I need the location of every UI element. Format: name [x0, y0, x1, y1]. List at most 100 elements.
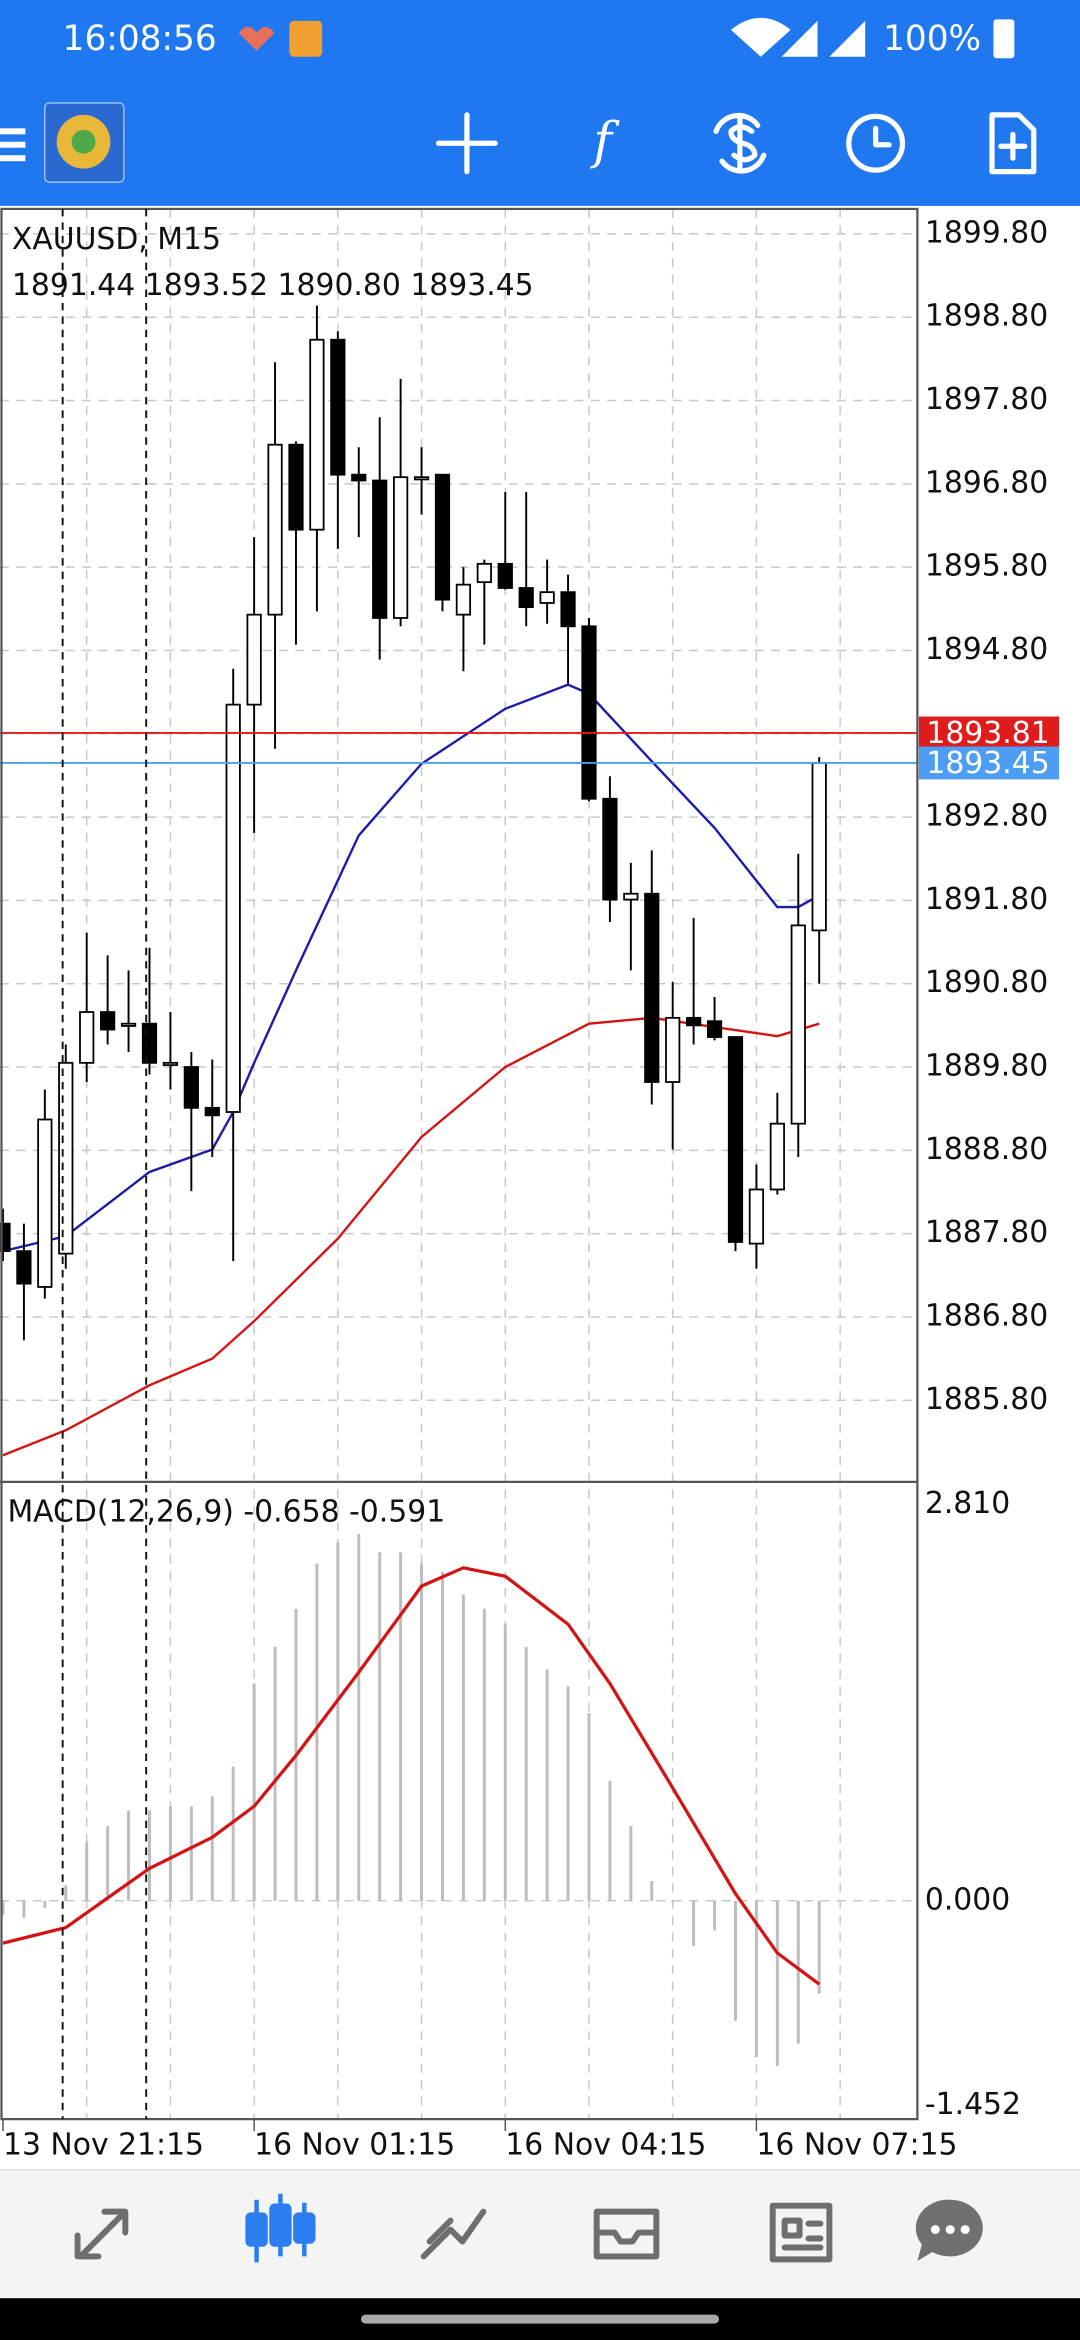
candle-body	[204, 1106, 220, 1117]
y-tick-label: 1895.80	[925, 549, 1048, 584]
y-tick-label: 1898.80	[925, 299, 1048, 334]
chart-tab[interactable]	[245, 2193, 316, 2263]
y-tick-label: 1889.80	[925, 1049, 1048, 1084]
chart-background	[0, 205, 1080, 2170]
y-tick-label: 0.000	[925, 1882, 1010, 1917]
candle-body	[790, 924, 806, 1125]
histogram-bar	[85, 1841, 89, 1901]
period-button[interactable]	[846, 113, 906, 173]
histogram-bar	[775, 1900, 779, 2066]
histogram-bar	[210, 1796, 214, 1901]
histogram-bar	[524, 1646, 528, 1901]
y-tick-label: 1899.80	[925, 215, 1048, 250]
candle-body	[58, 1061, 74, 1255]
separator-lines	[61, 208, 148, 2120]
candle-body	[183, 1066, 199, 1109]
histogram-bar	[608, 1780, 612, 1901]
histogram-bar	[357, 1533, 361, 1901]
y-tick-label: 1897.80	[925, 382, 1048, 417]
candle-body	[602, 797, 618, 901]
histogram-bar	[461, 1594, 465, 1901]
histogram-bar	[692, 1900, 696, 1946]
candle-body	[706, 1020, 723, 1038]
news-tab[interactable]	[769, 2202, 833, 2263]
y-tick-label: 1888.80	[925, 1132, 1048, 1167]
candle-body	[330, 338, 346, 476]
candle-body	[748, 1188, 765, 1245]
histogram-bar	[817, 1900, 821, 1994]
candle-body	[811, 762, 827, 932]
histogram-bar	[1, 1900, 5, 1915]
candle-body	[665, 1016, 681, 1083]
candle-body	[434, 473, 451, 601]
candle-body	[37, 1118, 53, 1288]
histogram-bar	[189, 1806, 193, 1901]
menu-button[interactable]	[0, 128, 26, 162]
y-tick-label: -1.452	[925, 2087, 1021, 2122]
histogram-bar	[147, 1810, 151, 1901]
messages-tab[interactable]	[915, 2199, 983, 2261]
histogram-bar	[420, 1563, 424, 1901]
histogram-bar	[545, 1669, 549, 1901]
template-button[interactable]	[989, 112, 1037, 175]
candle-body	[539, 591, 555, 604]
y-tick-label: 1887.80	[925, 1215, 1048, 1250]
home-indicator[interactable]	[360, 2314, 720, 2324]
quotes-tab[interactable]	[74, 2208, 129, 2260]
candle-body	[769, 1122, 785, 1191]
chart: 1899.80 1898.80 1897.80 1896.80 1895.80 1894.…	[0, 208, 1060, 2162]
x-tick-label: 16 Nov 04:15	[505, 2127, 706, 2162]
price-tag	[918, 746, 1060, 780]
price-tag-label: 1893.45	[926, 746, 1049, 781]
candle-body	[162, 1061, 179, 1066]
histogram-bar	[650, 1881, 654, 1901]
histogram-bar	[127, 1810, 131, 1901]
y-tick-label: 1892.80	[925, 799, 1048, 834]
y-tick-label: 1890.80	[925, 965, 1048, 1000]
indicator-title: MACD(12,26,9) -0.658 -0.591	[7, 1495, 445, 1530]
candle-body	[413, 476, 430, 481]
ohlc-label: 1891.44 1893.52 1890.80 1893.45	[12, 268, 534, 303]
battery-level: 100%	[883, 19, 981, 59]
candle-body	[309, 338, 325, 531]
histogram-bar	[231, 1766, 235, 1901]
x-tick-label: 13 Nov 21:15	[3, 2127, 204, 2162]
histogram-bar	[315, 1563, 319, 1901]
history-tab[interactable]	[593, 2208, 660, 2260]
histogram-bar	[733, 1900, 737, 2021]
y-tick-label: 1894.80	[925, 632, 1048, 667]
candle-body	[372, 479, 388, 619]
crosshair-button[interactable]	[435, 112, 498, 175]
candle-body	[455, 583, 472, 616]
candle-body	[393, 476, 409, 619]
histogram-bar	[566, 1686, 570, 1901]
histogram-bar	[336, 1542, 340, 1901]
app-logo[interactable]	[44, 102, 125, 183]
candle-body	[100, 1011, 116, 1031]
histogram-bar	[671, 1900, 675, 1903]
candle-body	[16, 1250, 32, 1285]
candle-body	[0, 1222, 11, 1253]
histogram-bar	[43, 1900, 47, 1908]
histogram-bar	[106, 1826, 110, 1901]
trade-button[interactable]	[713, 112, 767, 174]
candle-body	[225, 703, 241, 1113]
trade-tab[interactable]	[420, 2208, 487, 2260]
histogram-bar	[587, 1713, 591, 1901]
y-tick-label: 1885.80	[925, 1382, 1048, 1417]
y-tick-label: 1891.80	[925, 882, 1048, 917]
histogram-bar	[399, 1552, 403, 1901]
histogram-bar	[754, 1900, 758, 2058]
candle-body	[267, 443, 283, 616]
candle-body	[141, 1022, 158, 1064]
candle-body	[686, 1016, 702, 1027]
candle-body	[581, 625, 597, 800]
y-tick-label: 1896.80	[925, 465, 1048, 500]
candle-body	[727, 1036, 744, 1243]
histogram-bar	[503, 1624, 507, 1901]
candle-body	[120, 1022, 137, 1027]
x-tick-label: 16 Nov 01:15	[254, 2127, 455, 2162]
candle-body	[623, 892, 639, 901]
price-tag-label: 1893.81	[926, 716, 1049, 751]
